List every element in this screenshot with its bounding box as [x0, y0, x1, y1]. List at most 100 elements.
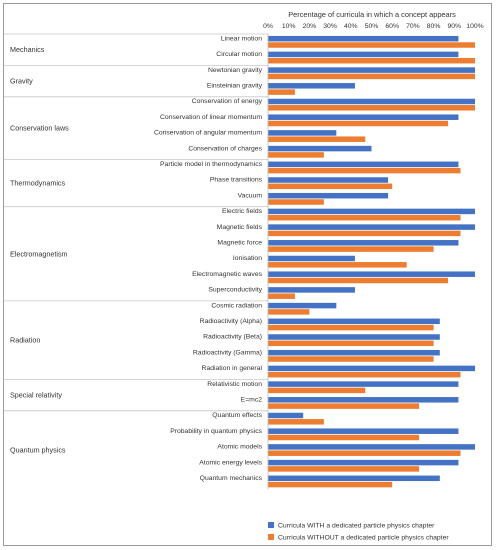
bar-without — [268, 246, 434, 252]
bar-with — [268, 302, 337, 309]
bar-with — [268, 412, 304, 419]
bar-without — [268, 136, 366, 142]
concept-label: Linear motion — [221, 35, 262, 42]
bar-with — [268, 349, 440, 356]
concept-label: Conservation of linear momentum — [160, 114, 262, 121]
bar-with — [268, 114, 459, 120]
x-axis-ticks: 0% 10% 20% 30% 40% 50% 60% 70% 80% 90% 100% — [263, 23, 484, 30]
bar-without — [268, 57, 475, 64]
bar-with — [268, 208, 475, 215]
bar-with — [268, 444, 475, 450]
concept-label: Radioactivity (Beta) — [203, 334, 262, 341]
concept-label: E=mc2 — [241, 396, 263, 403]
bar-without — [268, 309, 310, 315]
concept-label: Relativistic motion — [207, 381, 262, 388]
bar-with — [268, 130, 337, 136]
concept-label: Ionisation — [233, 255, 262, 262]
x-tick-label: 100% — [466, 23, 483, 30]
bar-without — [268, 214, 461, 221]
bar-without — [268, 105, 475, 111]
bar-without — [268, 356, 434, 362]
x-tick-label: 90% — [447, 23, 461, 30]
bar-with — [268, 240, 459, 246]
concept-label: Electromagnetic waves — [192, 271, 262, 278]
concept-label: Conservation of angular momentum — [154, 130, 262, 137]
group-label: Special relativity — [10, 391, 62, 400]
bar-without — [268, 262, 407, 268]
concept-label: Superconductivity — [208, 287, 262, 294]
group-label: Electromagnetism — [10, 249, 68, 258]
group-label: Radiation — [10, 336, 40, 345]
x-tick-label: 50% — [365, 23, 379, 30]
legend-label-with: Curricula WITH a dedicated particle phys… — [278, 523, 435, 530]
bar-with — [268, 397, 459, 403]
concept-label: Electric fields — [222, 208, 263, 215]
bar-with — [268, 35, 459, 42]
concept-label: Radioactivity (Alpha) — [200, 318, 262, 325]
bar-with — [268, 192, 389, 199]
bar-with — [268, 475, 440, 482]
concept-label: Radioactivity (Gamma) — [193, 349, 262, 356]
bar-with — [268, 145, 372, 152]
bar-with — [268, 428, 459, 434]
x-tick-label: 40% — [344, 23, 358, 30]
bar-without — [268, 466, 420, 472]
bar-with — [268, 177, 389, 183]
bar-without — [268, 277, 449, 284]
concept-label: Particle model in thermodynamics — [160, 161, 263, 168]
concept-label: Phase transitions — [210, 177, 263, 184]
bar-without — [268, 419, 324, 425]
concept-label: Magnetic force — [217, 239, 262, 246]
x-tick-label: 0% — [263, 23, 273, 30]
concept-label: Atomic models — [217, 444, 262, 451]
x-tick-label: 10% — [282, 23, 296, 30]
bar-without — [268, 42, 475, 48]
bar-without — [268, 434, 420, 441]
bar-without — [268, 152, 324, 158]
group-label: Mechanics — [10, 45, 45, 54]
x-tick-label: 20% — [303, 23, 317, 30]
bar-with — [268, 365, 475, 372]
bar-without — [268, 387, 366, 394]
bar-without — [268, 183, 393, 190]
bar-without — [268, 230, 461, 237]
concept-label: Vacuum — [238, 192, 263, 199]
x-tick-label: 30% — [323, 23, 337, 30]
group-label: Gravity — [10, 77, 33, 86]
bar-with — [268, 334, 440, 340]
bar-without — [268, 340, 434, 347]
concept-label: Quantum mechanics — [200, 475, 263, 482]
bar-without — [268, 167, 461, 174]
bar-with — [268, 318, 440, 325]
bar-with — [268, 161, 459, 168]
concept-label: Probability in quantum physics — [170, 428, 262, 435]
bar-without — [268, 324, 434, 331]
bar-with — [268, 83, 355, 89]
bar-with — [268, 51, 459, 58]
bar-without — [268, 403, 420, 409]
concept-label: Magnetic fields — [217, 224, 263, 231]
bar-with — [268, 67, 475, 73]
group-label: Quantum physics — [10, 446, 66, 455]
bar-with — [268, 224, 475, 230]
concept-label: Radiation in general — [202, 365, 263, 372]
bar-with — [268, 459, 459, 466]
x-tick-label: 80% — [427, 23, 441, 30]
bar-with — [268, 98, 475, 105]
concept-label: Circular motion — [216, 51, 262, 58]
bar-without — [268, 450, 461, 456]
bar-without — [268, 199, 324, 205]
concept-label: Newtonian gravity — [208, 67, 263, 74]
concept-label: Cosmic radiation — [211, 302, 262, 309]
group-label: Thermodynamics — [10, 179, 66, 188]
x-tick-label: 70% — [406, 23, 420, 30]
bar-without — [268, 481, 393, 488]
legend-swatch-with — [268, 522, 274, 528]
bar-without — [268, 371, 461, 378]
concept-label: Atomic energy levels — [199, 459, 262, 466]
x-tick-label: 60% — [385, 23, 399, 30]
bar-without — [268, 73, 475, 80]
bar-with — [268, 381, 459, 387]
category-groups: Mechanics Gravity Conservation laws Thermod… — [4, 33, 268, 455]
